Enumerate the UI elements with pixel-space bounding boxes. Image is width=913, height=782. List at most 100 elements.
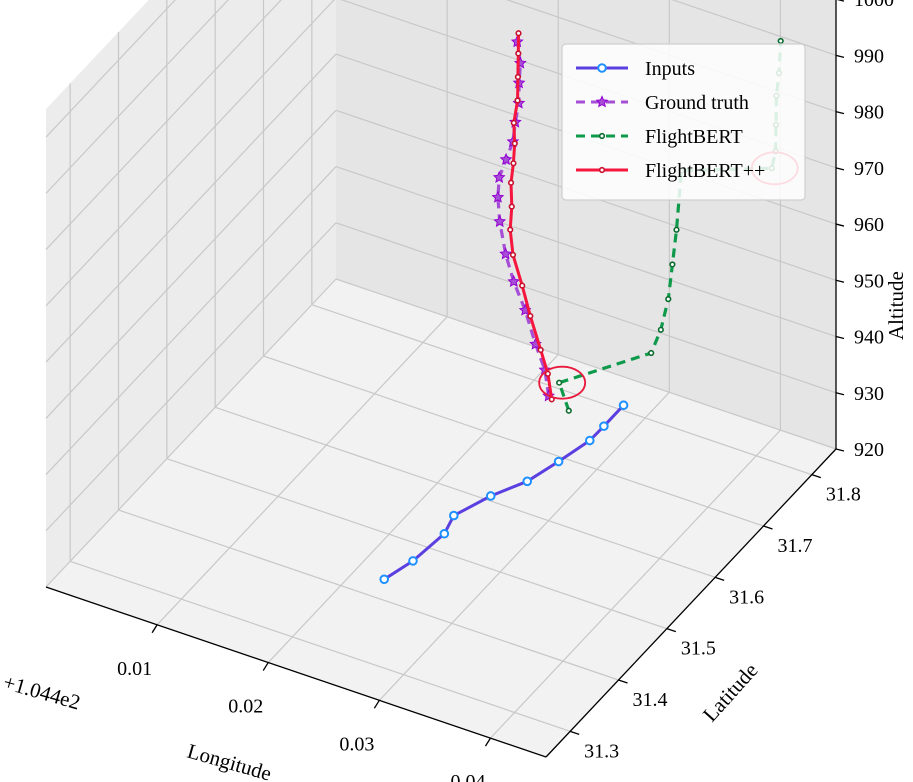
legend-marker-inputs	[597, 63, 607, 73]
z-tick	[835, 223, 845, 227]
gridline-y	[263, 355, 764, 527]
z-tick-label: 940	[854, 327, 884, 349]
data-point-flightbert	[565, 407, 572, 414]
data-point-inputs	[449, 510, 459, 521]
legend-label-flightbertplusplus: FlightBERT++	[645, 160, 765, 182]
legend-marker-ground-truth	[595, 95, 609, 108]
x-axis-label: Longitude	[185, 739, 275, 782]
data-point-flightbert	[669, 261, 676, 268]
data-point-flightbertplusplus	[527, 312, 534, 320]
series-line-flightbertplusplus	[508, 33, 554, 400]
z-tick	[835, 167, 845, 171]
gridlines	[45, 0, 837, 739]
legend-label-ground-truth: Ground truth	[645, 92, 749, 114]
y-tick	[569, 730, 580, 735]
data-point-flightbert	[657, 326, 664, 333]
data-point-flightbertplusplus	[510, 119, 517, 126]
z-tick	[835, 279, 845, 283]
y-tick	[666, 628, 677, 633]
gridline-y	[214, 406, 716, 578]
series-line-inputs	[383, 404, 625, 581]
series-flightbertplusplus	[507, 30, 555, 403]
data-point-flightbert	[777, 37, 784, 45]
y-tick	[763, 525, 773, 530]
gridline-z	[45, 166, 337, 475]
gridline-y	[166, 458, 668, 630]
data-point-ground-truth	[491, 190, 505, 203]
x-axis-line	[45, 586, 547, 758]
series-inputs	[379, 400, 629, 585]
legend-label-inputs: Inputs	[645, 58, 695, 80]
data-point-inputs	[485, 491, 496, 501]
gridline-z	[45, 109, 337, 419]
floor-pane	[46, 279, 836, 757]
gridline-z	[335, 278, 837, 450]
y-tick	[618, 679, 628, 684]
y-tick-label: 31.5	[681, 638, 716, 660]
z-tick-label: 1000	[854, 0, 894, 11]
x-tick	[373, 699, 380, 709]
x-tick	[262, 662, 269, 671]
gridline-z	[671, 0, 837, 56]
gridline-z	[45, 278, 337, 588]
x-tick-label: 0.04	[450, 771, 485, 782]
y-tick-label: 31.8	[826, 484, 861, 506]
data-point-inputs	[618, 400, 629, 411]
data-point-flightbertplusplus	[507, 179, 515, 186]
data-point-flightbertplusplus	[508, 203, 515, 210]
data-point-flightbertplusplus	[511, 140, 518, 147]
data-point-flightbertplusplus	[514, 97, 521, 104]
gridline-x	[490, 429, 781, 739]
gridline-z	[45, 53, 337, 363]
data-point-ground-truth	[507, 274, 521, 287]
series-line-ground-truth	[496, 41, 551, 397]
data-point-ground-truth	[493, 214, 507, 228]
data-point-inputs	[553, 456, 564, 467]
data-point-inputs	[584, 435, 595, 446]
x-tick-label: 0.02	[228, 696, 263, 718]
y-tick-label: 31.3	[584, 740, 619, 762]
y-axis-label: Latitude	[698, 658, 763, 726]
gridline-z	[45, 0, 282, 250]
data-point-flightbertplusplus	[514, 73, 522, 81]
legend-entry-flightbertplusplus: FlightBERT++	[576, 160, 765, 182]
data-point-flightbertplusplus	[515, 50, 522, 57]
z-tick-label: 930	[854, 383, 884, 405]
legend-marker-flightbertplusplus	[598, 166, 606, 174]
data-point-inputs	[379, 574, 390, 585]
data-point-inputs	[599, 421, 609, 431]
z-tick-label: 950	[854, 270, 884, 292]
gridline-z	[45, 0, 176, 138]
data-point-flightbert	[556, 379, 563, 386]
data-point-flightbertplusplus	[510, 160, 517, 167]
z-tick	[835, 392, 845, 396]
y-tick-label: 31.4	[633, 689, 668, 711]
gridline-z	[45, 0, 229, 194]
z-tick-label: 920	[854, 439, 884, 461]
data-point-flightbert	[665, 296, 672, 303]
data-point-ground-truth	[492, 170, 506, 183]
gridline-y	[69, 560, 571, 732]
z-tick-label: 980	[854, 102, 884, 124]
data-point-flightbertplusplus	[519, 282, 526, 289]
x-offset-text: +1.044e2	[1, 670, 83, 715]
tick-labels: 0.01 0.02 0.03 0.04 31.3 31.4 31.5 31.6 31.7 31.8…	[117, 0, 894, 782]
data-point-ground-truth	[499, 247, 512, 260]
gridline-x	[378, 391, 670, 701]
z-tick	[835, 54, 845, 58]
data-point-ground-truth	[499, 152, 513, 165]
legend-entry-flightbert: FlightBERT	[576, 126, 743, 148]
y-tick	[811, 474, 822, 479]
data-point-flightbertplusplus	[507, 226, 514, 233]
x-tick	[151, 624, 158, 634]
gridline-z	[45, 222, 337, 532]
data-point-flightbert	[648, 349, 655, 357]
z-tick	[835, 110, 845, 115]
data-point-flightbert	[673, 226, 680, 233]
axis-lines	[45, 0, 837, 758]
z-axis-label: Altitude	[884, 271, 908, 340]
x-tick-label: 0.03	[339, 733, 374, 755]
data-point-flightbertplusplus	[544, 370, 551, 377]
legend-entry-ground-truth: Ground truth	[576, 92, 749, 114]
y-tick	[714, 576, 725, 581]
